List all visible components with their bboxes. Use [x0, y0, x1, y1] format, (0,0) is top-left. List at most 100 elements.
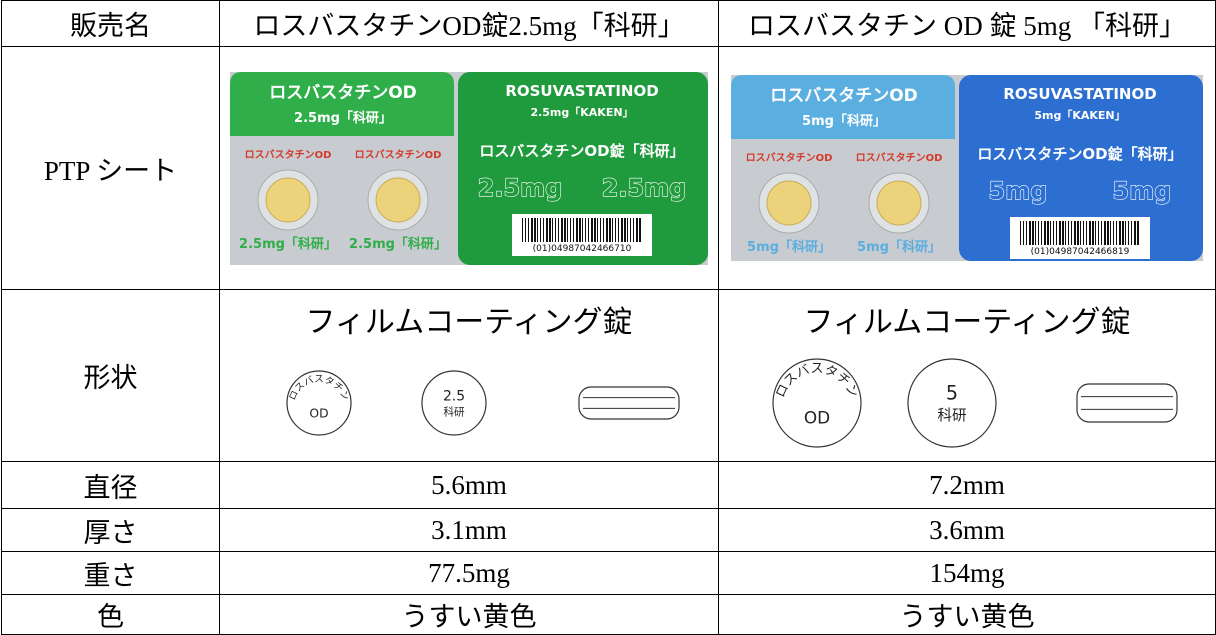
data-row: 直径 5.6mm 7.2mm [1, 461, 1216, 509]
blister-label: ロスバスタチンOD [746, 152, 833, 164]
ptp-title-en: ROSUVASTATINOD [1003, 85, 1156, 103]
tablet [265, 177, 311, 222]
barcode-bar [603, 217, 604, 242]
barcode-bar [579, 217, 581, 242]
barcode-bar [1101, 221, 1102, 245]
barcode-bar [1119, 221, 1121, 245]
barcode-bar [582, 217, 583, 242]
barcode-bar [1089, 221, 1091, 245]
right-panel [959, 75, 1203, 261]
header-cell: ロスバスタチン OD 錠 5mg 「科研」 [718, 0, 1216, 47]
big-strength: 2.5mg [478, 174, 563, 202]
ptp-title-en: ROSUVASTATINOD [505, 82, 658, 100]
barcode-bar [1074, 221, 1076, 245]
ptp-cell: ロスバスタチンOD 2.5mg「科研」 ロスバスタチンOD 2.5mg「科研」 ロスバス… [219, 46, 719, 290]
back-imprint-top: 2.5 [443, 388, 465, 404]
barcode-bar [594, 217, 596, 242]
barcode-bar [1023, 221, 1024, 245]
barcode-bar [1083, 221, 1084, 245]
front-imprint-arc: ロスバスタチン [773, 361, 861, 399]
barcode-bar [1062, 221, 1064, 245]
barcode-bar [1113, 221, 1114, 245]
blister-label: ロスバスタチンOD [856, 152, 943, 164]
barcode-bar [1128, 221, 1129, 245]
ptp-sheet-image: ロスバスタチンOD2.5mg「科研」ロスバスタチンOD2.5mg「科研」ロスバス… [230, 71, 708, 265]
barcode-bar [1059, 221, 1061, 245]
front-imprint-arc: ロスバスタチン [287, 374, 351, 402]
barcode-bar [573, 217, 574, 242]
header-row: 販売名 ロスバスタチンOD錠2.5mg「科研」 ロスバスタチン OD 錠 5mg… [1, 0, 1216, 47]
big-strength: 5mg [989, 177, 1048, 205]
value-cell: 5.6mm [219, 461, 719, 509]
barcode-number: (01)04987042466710 [533, 244, 632, 254]
barcode-bar [522, 217, 523, 242]
tablet-back [907, 357, 997, 448]
barcode-bar [1026, 221, 1027, 245]
barcode-bar [606, 217, 608, 242]
ptp-name: ロスバスタチンOD錠「科研」 [977, 145, 1182, 163]
barcode-bar [609, 217, 611, 242]
front-imprint-arc-text: ロスバスタチン [287, 374, 351, 402]
barcode-bar [558, 217, 559, 242]
barcode-bar [1077, 221, 1079, 245]
ptp-strength: 2.5mg「科研」 [294, 110, 392, 126]
barcode-bar [567, 217, 568, 242]
back-imprint-bottom: 科研 [443, 405, 465, 418]
barcode-bar [591, 217, 593, 242]
ptp-strength-en: 2.5mg「KAKEN」 [530, 105, 633, 119]
row-label: 色 [1, 594, 220, 635]
shape-cell: フィルムコーティング錠 ロスバスタチン OD 2.5 科研 [219, 289, 719, 462]
ptp-strength: 5mg「科研」 [802, 113, 886, 129]
barcode-number: (01)04987042466819 [1031, 247, 1130, 257]
barcode-bar [600, 217, 601, 242]
barcode-bar [627, 217, 628, 242]
data-row: 重さ 77.5mg 154mg [1, 551, 1216, 595]
left-panel [230, 71, 454, 265]
bottom-label: 5mg「科研」 [747, 239, 831, 255]
ptp-row: PTP シート ロスバスタチンOD 2.5mg「科研」 ロスバスタチンOD 2.5mg… [1, 46, 1216, 290]
big-strength: 2.5mg [602, 174, 687, 202]
tablet-drawing: ロスバスタチン OD 5 科研 [772, 357, 1178, 448]
value-cell: 154mg [718, 551, 1216, 595]
front-imprint-arc-text: ロスバスタチン [773, 361, 861, 399]
barcode-bar [570, 217, 571, 242]
bottom-label: 2.5mg「科研」 [239, 236, 337, 252]
ptp-cell: ロスバスタチンOD 5mg「科研」 ロスバスタチンOD 5mg「科研」 ロスバスタチンO… [718, 46, 1216, 290]
barcode-bar [1044, 221, 1046, 245]
ptp-title: ロスバスタチンOD [770, 86, 918, 106]
shape-cell: フィルムコーティング錠 ロスバスタチン OD 5 科研 [718, 289, 1216, 462]
barcode-bar [549, 217, 551, 242]
barcode-bar [636, 217, 638, 242]
barcode-bar [615, 217, 616, 242]
tablet-type: フィルムコーティング錠 [305, 305, 633, 339]
barcode-bar [1092, 221, 1094, 245]
shape-row: 形状 フィルムコーティング錠 ロスバスタチン OD 2.5 科研 フィルムコーティング錠… [1, 289, 1216, 462]
bottom-label: 2.5mg「科研」 [349, 236, 447, 252]
barcode-bar [1035, 221, 1036, 245]
barcode-bar [534, 217, 536, 242]
barcode-bar [588, 217, 589, 242]
ptp-name: ロスバスタチンOD錠「科研」 [479, 142, 684, 160]
barcode-bar [1041, 221, 1042, 245]
barcode-bar [1125, 221, 1126, 245]
tablet-side [578, 385, 680, 420]
header-cell: 販売名 [1, 0, 220, 47]
barcode-bar [540, 217, 541, 242]
barcode-bar [1116, 221, 1117, 245]
barcode-bar [1080, 221, 1081, 245]
barcode-bar [621, 217, 623, 242]
tablet-back [421, 369, 487, 436]
tablet [876, 180, 922, 226]
header-cell: ロスバスタチンOD錠2.5mg「科研」 [219, 0, 719, 47]
barcode-bar [561, 217, 563, 242]
barcode-bar [1050, 221, 1051, 245]
row-label: 形状 [1, 289, 220, 462]
barcode-bar [543, 217, 544, 242]
barcode-bar [1095, 221, 1096, 245]
barcode-bar [633, 217, 634, 242]
blister-label: ロスバスタチンOD [245, 149, 332, 161]
tablet [766, 180, 812, 226]
barcode-bar [531, 217, 533, 242]
barcode-bar [1104, 221, 1106, 245]
